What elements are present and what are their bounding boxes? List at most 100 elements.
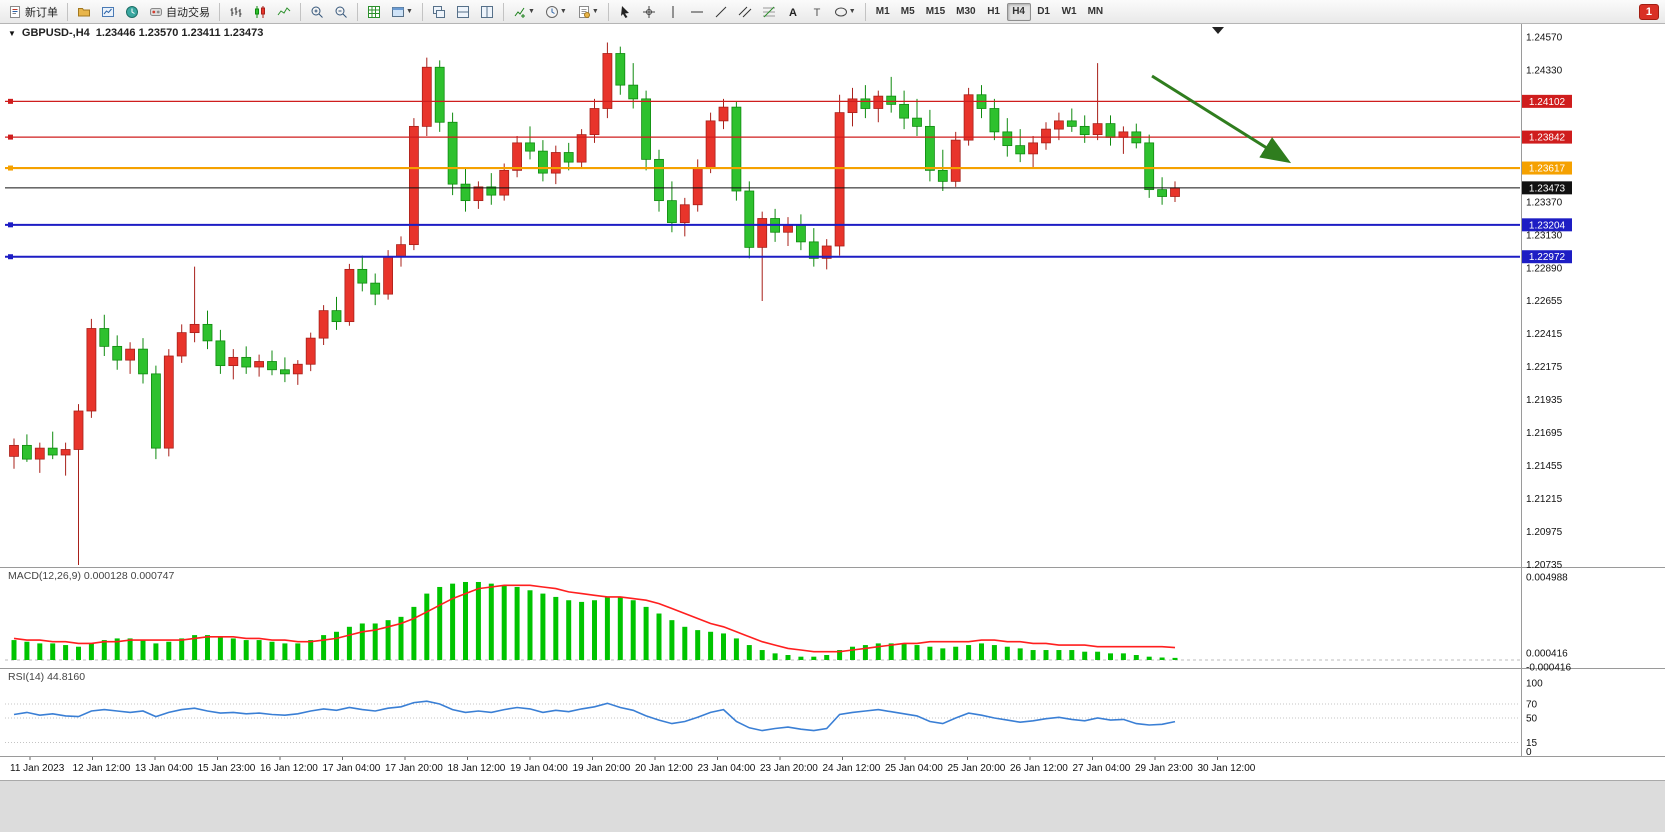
vertical-line-icon[interactable] [662, 2, 684, 22]
dropdown-caret-icon[interactable]: ▼ [559, 8, 567, 15]
price-axis-label: 1.21935 [1526, 395, 1563, 406]
auto-trading-button[interactable]: 自动交易 [145, 2, 214, 22]
toolbar-separator [357, 2, 358, 21]
macd-histogram [11, 581, 1178, 660]
trend-arrow-annotation[interactable] [1151, 74, 1292, 164]
price-tag: 1.23473 [1522, 181, 1572, 195]
price-axis-label: 1.22175 [1526, 362, 1563, 373]
line-handle[interactable] [8, 254, 13, 260]
auto-trading-icon [149, 5, 163, 19]
line-handle[interactable] [8, 222, 13, 228]
price-axis-label: 1.21695 [1526, 428, 1563, 439]
tile-vertical-icon[interactable] [476, 2, 498, 22]
timeframe-M5[interactable]: M5 [896, 3, 920, 21]
candle [705, 112, 716, 174]
zoom-out-icon[interactable] [330, 2, 352, 22]
tile-horizontal-icon[interactable] [452, 2, 474, 22]
zoom-in-icon[interactable] [306, 2, 328, 22]
text-tool-icon[interactable]: A [782, 2, 804, 22]
timeframe-M30[interactable]: M30 [951, 3, 980, 21]
main-toolbar: 新订单 自动交易 ▼ ▼ ▼ ▼ A [0, 0, 1665, 24]
candle [1054, 112, 1064, 141]
equidistant-channel-icon[interactable] [734, 2, 756, 22]
bar-chart-icon[interactable] [225, 2, 247, 22]
candle [615, 46, 626, 95]
dropdown-caret-icon[interactable]: ▼ [527, 8, 535, 15]
timeframe-M1[interactable]: M1 [871, 3, 895, 21]
new-chart-icon[interactable] [363, 2, 385, 22]
toolbar-separator [300, 2, 301, 21]
trendline-icon[interactable] [710, 2, 732, 22]
candle [563, 142, 574, 171]
time-axis-label: 19 Jan 20:00 [573, 763, 631, 774]
profiles-icon[interactable] [73, 2, 95, 22]
timeframe-W1[interactable]: W1 [1057, 3, 1082, 21]
candle [783, 217, 793, 246]
shapes-tool-icon[interactable]: ▼ [830, 2, 860, 22]
market-watch-icon[interactable] [97, 2, 119, 22]
timeframe-H4[interactable]: H4 [1006, 2, 1031, 21]
indicators-list-icon[interactable]: ▼ [509, 2, 539, 22]
candle [447, 112, 458, 196]
new-order-button[interactable]: 新订单 [4, 2, 62, 22]
candle [292, 360, 303, 385]
notification-badge[interactable]: 1 [1638, 3, 1659, 20]
candle [550, 145, 561, 185]
candle [473, 181, 484, 209]
toolbar-separator [421, 2, 423, 21]
price-axis-label: 1.23130 [1526, 231, 1563, 242]
horizontal-line-icon[interactable] [686, 2, 708, 22]
templates-icon[interactable]: ▼ [573, 2, 603, 22]
timeframe-M15[interactable]: M15 [921, 3, 950, 21]
svg-text:A: A [789, 7, 797, 19]
toolbar-separator [219, 2, 220, 21]
cascade-windows-icon[interactable] [428, 2, 450, 22]
candle [1028, 136, 1038, 168]
candle [305, 332, 316, 372]
macd-axis-label: -0.000416 [1526, 662, 1571, 673]
chart-shift-marker-icon[interactable] [1212, 27, 1224, 34]
timeframe-MN[interactable]: MN [1083, 3, 1109, 21]
macd-indicator-label: MACD(12,26,9) 0.000128 0.000747 [8, 570, 175, 582]
time-axis[interactable]: 11 Jan 2023 12 Jan 12:00 13 Jan 04:00 15 Ja… [10, 757, 1256, 774]
candle [1041, 122, 1051, 150]
line-handle[interactable] [8, 98, 13, 104]
dropdown-caret-icon[interactable]: ▼ [848, 8, 856, 15]
crosshair-icon[interactable] [638, 2, 660, 22]
timeframe-D1[interactable]: D1 [1032, 3, 1056, 21]
periods-icon[interactable]: ▼ [541, 2, 571, 22]
time-axis-label: 11 Jan 2023 [10, 763, 65, 774]
candle [99, 314, 110, 356]
cursor-icon[interactable] [614, 2, 636, 22]
dropdown-caret-icon[interactable]: ▼ [406, 8, 413, 15]
toolbar-separator [502, 2, 504, 21]
candle [1105, 115, 1116, 146]
rsi-axis-label: 100 [1526, 679, 1543, 690]
rsi-axis-label: 70 [1526, 700, 1538, 711]
price-axis[interactable]: 1.24570 1.24330 1.23370 1.23130 1.22890 1.226… [1526, 33, 1563, 571]
price-tag: 1.22972 [1522, 250, 1572, 264]
svg-text:1.23473: 1.23473 [1529, 183, 1566, 194]
candlestick-chart-icon[interactable] [249, 2, 271, 22]
dropdown-caret-icon[interactable]: ▼ [591, 8, 599, 15]
time-axis-label: 13 Jan 04:00 [135, 763, 193, 774]
line-handle[interactable] [8, 134, 13, 140]
candle [1079, 115, 1090, 143]
label-tool-icon[interactable]: T [806, 2, 828, 22]
navigator-icon[interactable] [121, 2, 143, 22]
collapse-ohlc-icon[interactable]: ▼ [8, 28, 16, 38]
candle [150, 365, 161, 460]
candle [899, 90, 909, 130]
line-chart-icon[interactable] [273, 2, 295, 22]
chart-windows-icon[interactable]: ▼ [387, 2, 417, 22]
candle [1131, 123, 1142, 149]
price-axis-label: 1.22890 [1526, 264, 1563, 275]
fibonacci-icon[interactable] [758, 2, 780, 22]
timeframe-H1[interactable]: H1 [982, 3, 1006, 21]
candle [1066, 108, 1077, 132]
line-handle[interactable] [8, 165, 13, 171]
time-axis-label: 23 Jan 04:00 [698, 763, 756, 774]
candle [396, 236, 406, 267]
time-axis-label: 12 Jan 12:00 [73, 763, 131, 774]
